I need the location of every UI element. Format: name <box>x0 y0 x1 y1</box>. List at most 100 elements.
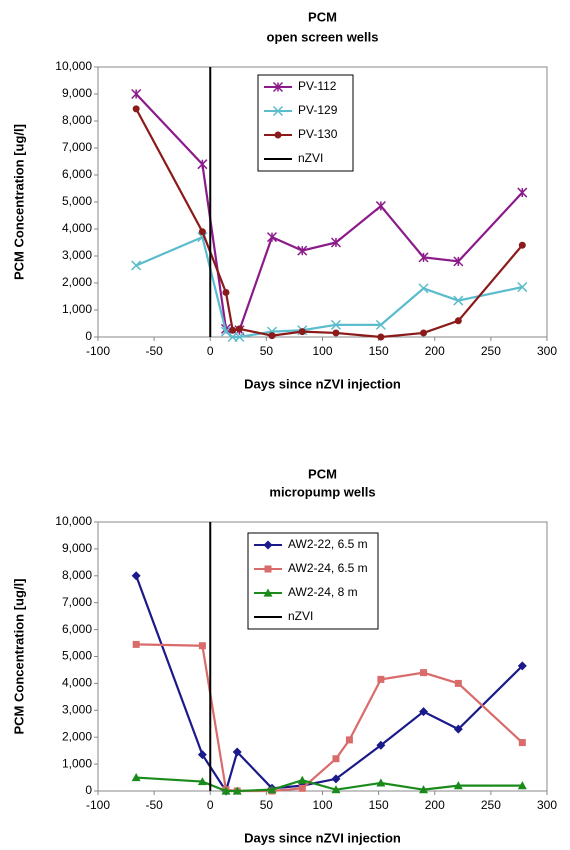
marker <box>197 750 207 760</box>
marker <box>377 675 385 683</box>
marker <box>272 81 284 93</box>
y-tick-label: 5,000 <box>62 194 92 208</box>
marker <box>221 786 231 795</box>
marker <box>375 319 386 330</box>
y-tick-label: 9,000 <box>62 541 92 555</box>
y-tick-label: 8,000 <box>62 113 92 127</box>
marker <box>197 159 208 170</box>
x-axis-label: Days since nZVI injection <box>244 830 401 845</box>
marker <box>375 201 386 212</box>
legend-label: AW2-24, 6.5 m <box>288 561 368 575</box>
y-tick-label: 7,000 <box>62 140 92 154</box>
marker <box>229 326 237 334</box>
legend-label: PV-129 <box>298 103 338 117</box>
y-axis-label: PCM Concentration [ug/l] <box>11 579 26 735</box>
legend-label: PV-130 <box>298 127 338 141</box>
x-tick-label: 50 <box>260 344 274 358</box>
marker <box>517 187 528 198</box>
series-line <box>135 235 523 339</box>
marker <box>222 288 230 296</box>
x-tick-label: -100 <box>86 798 110 812</box>
marker <box>453 724 463 734</box>
marker <box>518 241 526 249</box>
y-tick-label: 4,000 <box>62 221 92 235</box>
y-tick-label: 0 <box>85 329 92 343</box>
y-tick-label: 6,000 <box>62 167 92 181</box>
marker <box>517 781 527 790</box>
x-tick-label: 250 <box>481 344 501 358</box>
x-tick-label: 100 <box>312 344 332 358</box>
chart-subtitle: micropump wells <box>269 484 375 499</box>
marker <box>263 540 273 550</box>
marker <box>453 295 464 306</box>
y-tick-label: 7,000 <box>62 595 92 609</box>
y-axis-label: PCM Concentration [ug/l] <box>11 124 26 280</box>
marker <box>418 283 429 294</box>
chart-title: PCM <box>308 466 337 481</box>
marker <box>376 740 386 750</box>
x-tick-label: 0 <box>207 798 214 812</box>
marker <box>266 232 278 243</box>
marker <box>297 245 308 256</box>
marker <box>420 329 428 337</box>
marker <box>454 679 462 687</box>
marker <box>332 329 340 337</box>
x-tick-label: 300 <box>537 798 557 812</box>
y-tick-label: 10,000 <box>55 514 92 528</box>
marker <box>198 642 206 650</box>
x-tick-label: 150 <box>369 798 389 812</box>
marker <box>297 775 307 784</box>
y-tick-label: 6,000 <box>62 622 92 636</box>
marker <box>232 747 242 757</box>
chart-title: PCM <box>308 9 337 24</box>
marker <box>419 707 429 717</box>
marker <box>263 588 273 597</box>
marker <box>345 736 353 744</box>
x-tick-label: -50 <box>145 798 163 812</box>
marker <box>197 777 207 786</box>
x-tick-label: 200 <box>425 344 445 358</box>
marker <box>131 773 141 782</box>
marker <box>132 105 140 113</box>
y-tick-label: 1,000 <box>62 302 92 316</box>
series-line <box>135 108 524 339</box>
x-tick-label: -100 <box>86 344 110 358</box>
marker <box>330 237 342 248</box>
x-tick-label: 300 <box>537 344 557 358</box>
x-tick-label: -50 <box>145 344 163 358</box>
y-tick-label: 3,000 <box>62 248 92 262</box>
marker <box>132 640 140 648</box>
x-tick-label: 50 <box>260 798 274 812</box>
marker <box>234 331 245 343</box>
y-tick-label: 3,000 <box>62 702 92 716</box>
marker <box>131 571 141 581</box>
marker <box>517 282 528 293</box>
marker <box>330 319 342 330</box>
x-tick-label: 150 <box>369 344 389 358</box>
marker <box>232 786 242 795</box>
marker <box>198 228 206 236</box>
marker <box>453 256 464 267</box>
y-tick-label: 1,000 <box>62 756 92 770</box>
chart-subtitle: open screen wells <box>267 29 379 44</box>
marker <box>420 669 428 677</box>
legend-label: AW2-24, 8 m <box>288 585 358 599</box>
marker <box>268 332 276 340</box>
y-tick-label: 4,000 <box>62 676 92 690</box>
x-tick-label: 200 <box>425 798 445 812</box>
marker <box>517 661 527 671</box>
marker <box>518 739 526 747</box>
x-tick-label: 100 <box>312 798 332 812</box>
marker <box>131 260 142 271</box>
marker <box>331 774 341 784</box>
marker <box>418 252 429 263</box>
marker <box>131 88 142 100</box>
y-tick-label: 2,000 <box>62 729 92 743</box>
marker <box>419 785 429 794</box>
marker <box>454 317 462 325</box>
x-tick-label: 250 <box>481 798 501 812</box>
marker <box>331 785 341 794</box>
marker <box>377 333 385 341</box>
y-tick-label: 8,000 <box>62 568 92 582</box>
